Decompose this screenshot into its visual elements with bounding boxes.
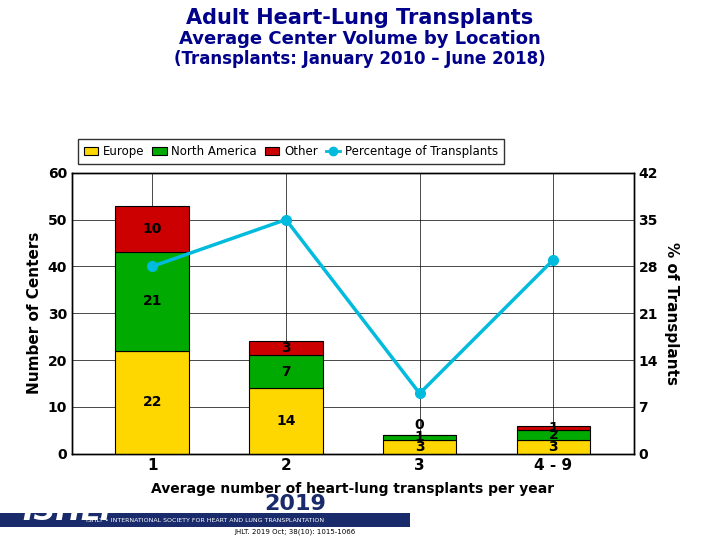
Bar [249, 355, 323, 388]
Text: 2019: 2019 [264, 494, 326, 514]
Text: 1: 1 [549, 421, 558, 435]
Text: JHLT. 2019 Oct; 38(10): 1015-1066: JHLT. 2019 Oct; 38(10): 1015-1066 [235, 529, 356, 535]
Text: ISHLT: ISHLT [23, 497, 117, 526]
Text: Average Center Volume by Location: Average Center Volume by Location [179, 30, 541, 48]
Bar [115, 350, 189, 454]
Bar [249, 388, 323, 454]
Text: 2: 2 [549, 428, 558, 442]
Text: 3: 3 [281, 341, 291, 355]
Text: 3: 3 [415, 440, 425, 454]
Text: 1: 1 [415, 430, 425, 444]
Y-axis label: Number of Centers: Number of Centers [27, 232, 42, 394]
Text: (Transplants: January 2010 – June 2018): (Transplants: January 2010 – June 2018) [174, 50, 546, 68]
Bar [383, 440, 456, 454]
Legend: Europe, North America, Other, Percentage of Transplants: Europe, North America, Other, Percentage… [78, 139, 504, 164]
Text: 3: 3 [549, 440, 558, 454]
Text: 0: 0 [415, 418, 425, 432]
Bar [517, 440, 590, 454]
Text: Adult Heart-Lung Transplants: Adult Heart-Lung Transplants [186, 8, 534, 28]
Bar [249, 341, 323, 355]
Text: 21: 21 [143, 294, 162, 308]
Bar [517, 430, 590, 440]
Text: 22: 22 [143, 395, 162, 409]
Y-axis label: % of Transplants: % of Transplants [664, 242, 679, 384]
Text: ISHLT • INTERNATIONAL SOCIETY FOR HEART AND LUNG TRANSPLANTATION: ISHLT • INTERNATIONAL SOCIETY FOR HEART … [86, 518, 324, 523]
Bar [383, 435, 456, 440]
Text: 14: 14 [276, 414, 296, 428]
Bar [0, 514, 410, 527]
Text: 7: 7 [281, 364, 291, 379]
X-axis label: Average number of heart-lung transplants per year: Average number of heart-lung transplants… [151, 482, 554, 496]
Text: 10: 10 [143, 222, 162, 236]
Bar [517, 426, 590, 430]
Bar [115, 206, 189, 252]
Bar [115, 252, 189, 350]
